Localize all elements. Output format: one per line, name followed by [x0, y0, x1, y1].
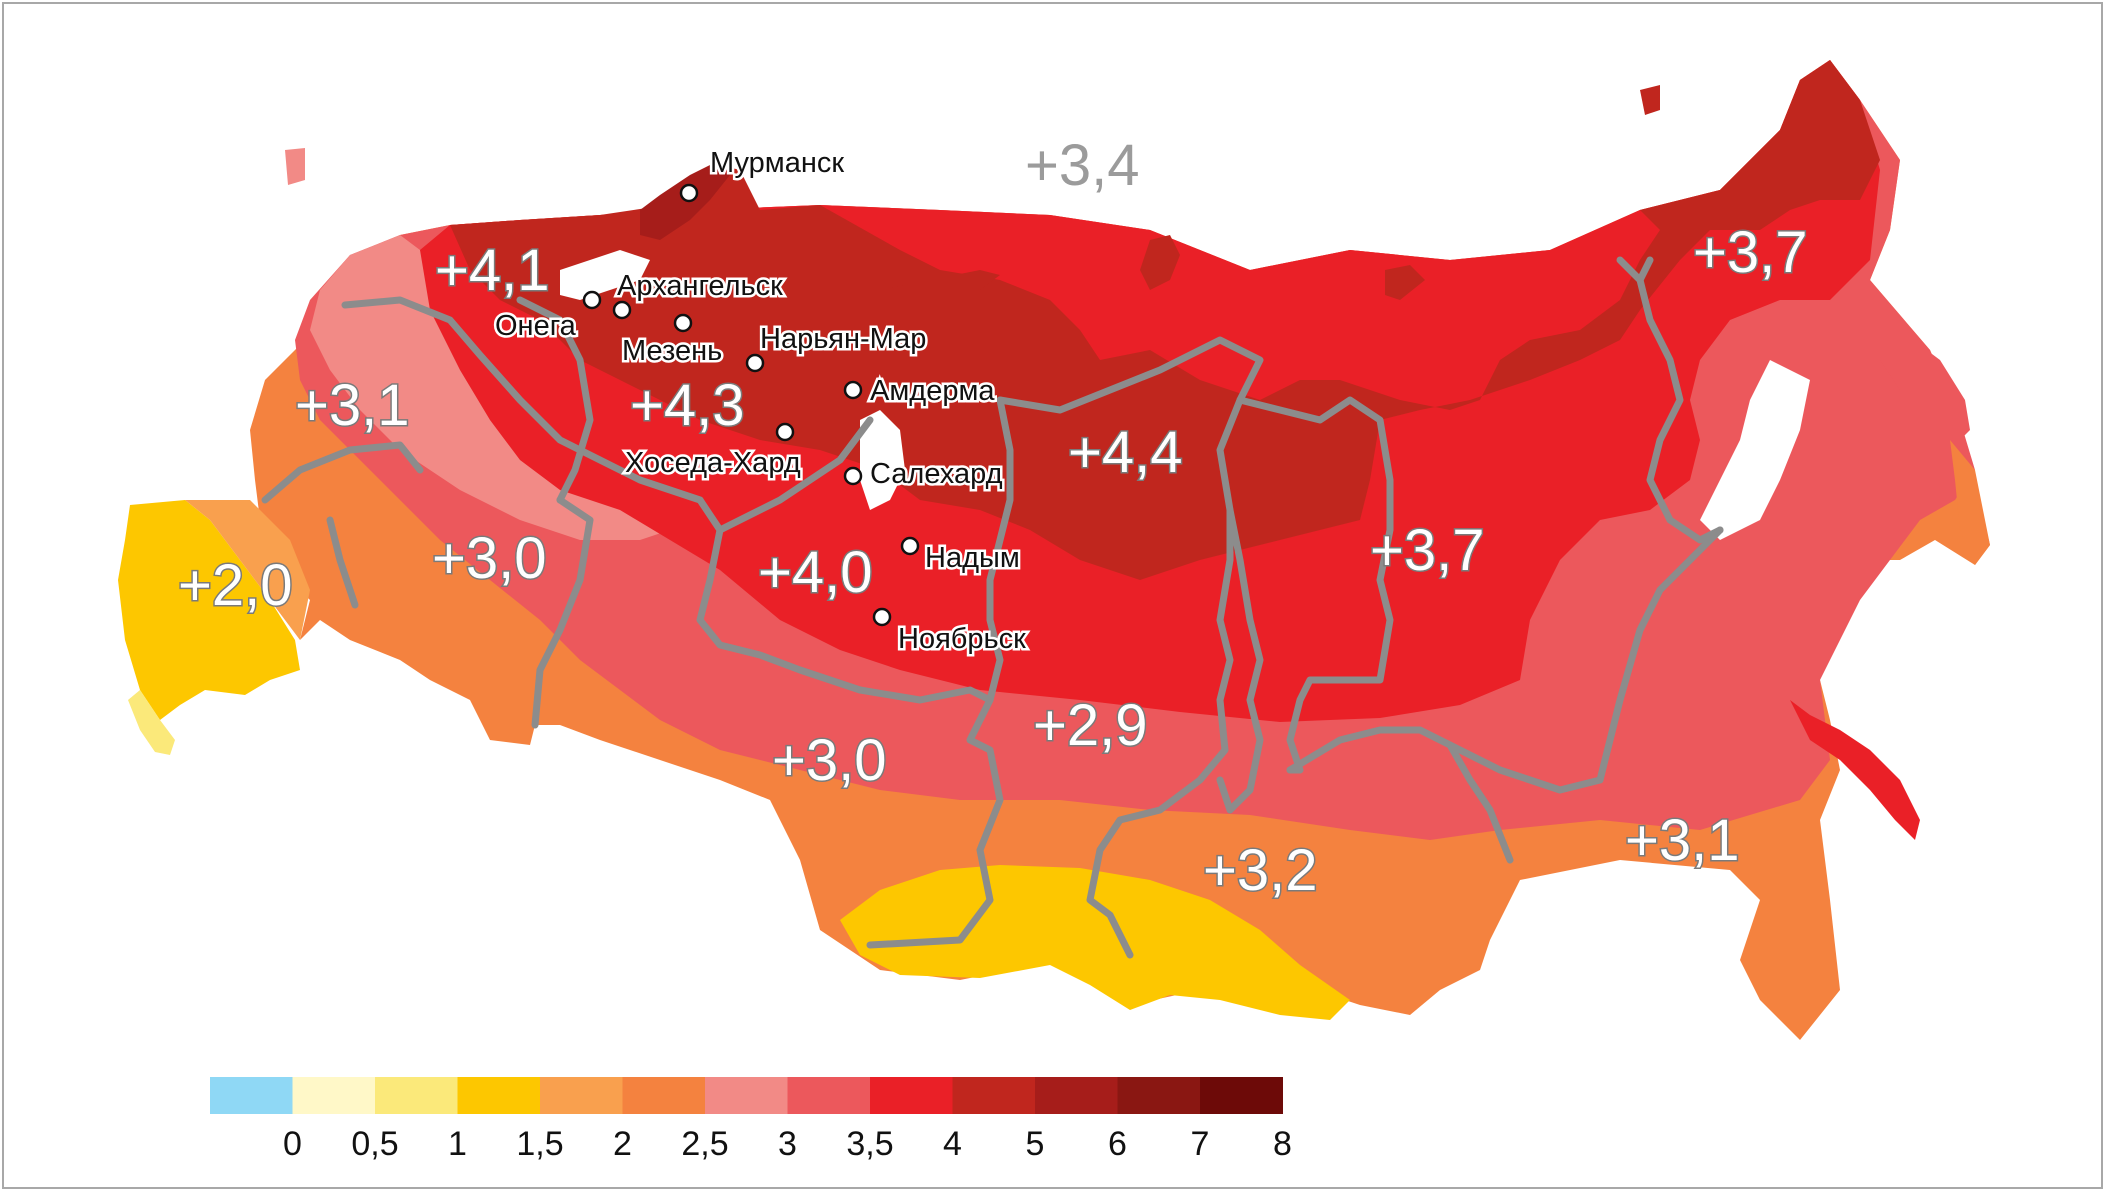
city-marker-arkhangelsk [612, 300, 632, 320]
city-label-naryan-mar: Нарьян-Мар [760, 323, 926, 355]
zone-4-5 [450, 60, 1880, 580]
region-value-yakutia: +3,7 [1370, 518, 1485, 583]
region-value-nw: +4,1 [435, 238, 550, 303]
zone-novaya-zemlya [840, 270, 1000, 320]
zone-2.5-3-west [310, 235, 700, 540]
region-value-siberia-south: +3,0 [772, 728, 887, 793]
region-value-baikal: +3,2 [1203, 838, 1318, 903]
zone-1.5-2-west [185, 500, 310, 640]
region-value-south: +2,0 [178, 553, 293, 618]
border-line-6 [696, 496, 864, 694]
legend-swatch [540, 1077, 623, 1114]
zone-kamchatka [1860, 310, 1970, 445]
region-value-west: +3,1 [295, 373, 410, 438]
city-marker-noyabrsk [872, 607, 892, 627]
region-value-siberia-central: +2,9 [1033, 693, 1148, 758]
legend-tick-label: 7 [1191, 1125, 1210, 1163]
city-label-salekhard: Салехард [870, 458, 1003, 490]
city-label-noyabrsk: Ноябрьск [898, 623, 1026, 655]
border-line-1 [341, 296, 704, 504]
city-label-amderma: Амдерма [870, 375, 995, 407]
legend-tick-label: 0 [283, 1125, 302, 1163]
legend-swatch [787, 1077, 871, 1114]
city-marker-nadym [900, 536, 920, 556]
city-marker-mezen [673, 313, 693, 333]
legend-tick-label: 4 [943, 1125, 962, 1163]
zone-5-6-kola [640, 165, 730, 240]
white-sea [560, 250, 650, 300]
legend-tick-label: 3,5 [846, 1125, 893, 1163]
region-value-urals: +4,0 [758, 540, 873, 605]
border-line-11 [1216, 506, 1264, 814]
zone-0.5-1 [128, 690, 175, 755]
city-marker-onega [582, 290, 602, 310]
zone-south-west [118, 500, 300, 720]
legend-tick-label: 2 [613, 1125, 632, 1163]
border-line-16 [1636, 256, 1654, 284]
region-value-taimyr: +4,4 [1068, 420, 1183, 485]
border-line-4 [516, 296, 594, 504]
border-line-2 [261, 441, 424, 504]
legend-swatch [705, 1077, 788, 1114]
border-line-12 [1236, 396, 1394, 774]
legend-swatch [870, 1077, 953, 1114]
border-line-5 [531, 496, 594, 729]
gulf-of-ob [860, 410, 905, 510]
sea-of-okhotsk [1700, 360, 1810, 540]
legend-swatch [375, 1077, 458, 1114]
legend-swatch [292, 1077, 376, 1114]
legend-swatch [622, 1077, 706, 1114]
zone-island-ne2 [1385, 265, 1425, 300]
legend-swatch [1200, 1077, 1283, 1114]
legend-tick-label: 5 [1026, 1125, 1045, 1163]
legend-tick-label: 2,5 [681, 1125, 728, 1163]
city-label-murmansk: Мурманск [710, 147, 844, 179]
legend-swatch [1035, 1077, 1118, 1114]
legend-swatch [457, 1077, 541, 1114]
border-line-7 [716, 416, 874, 534]
border-line-3 [326, 516, 359, 609]
zone-1-1.5 [840, 865, 1350, 1020]
legend-swatch [1117, 1077, 1201, 1114]
zone-island-far-north-west [285, 148, 305, 185]
border-line-8 [856, 686, 1004, 949]
zone-sakhalin [1790, 700, 1920, 840]
border-line-9 [986, 396, 1014, 704]
region-value-chukotka: +3,7 [1693, 220, 1808, 285]
border-line-13 [1286, 726, 1514, 864]
city-label-onega: Онега [495, 310, 577, 342]
border-line-15 [1616, 256, 1724, 544]
city-label-nadym: Надым [925, 542, 1020, 574]
legend-swatch [952, 1077, 1036, 1114]
city-label-mezen: Мезень [622, 335, 722, 367]
zone-kamchatka-tip [1950, 440, 1990, 565]
city-marker-murmansk [679, 183, 699, 203]
legend-tick-label: 1 [448, 1125, 467, 1163]
legend-tick-label: 3 [778, 1125, 797, 1163]
legend-tick-label: 8 [1273, 1125, 1292, 1163]
border-line-10 [996, 336, 1264, 959]
city-marker-naryan-mar [745, 353, 765, 373]
legend-tick-label: 6 [1108, 1125, 1127, 1163]
region-value-volga: +3,0 [432, 526, 547, 591]
legend-tick-label: 1,5 [516, 1125, 563, 1163]
city-marker-amderma [843, 380, 863, 400]
legend-swatch [210, 1077, 293, 1114]
city-label-arkhangelsk: Архангельск [617, 270, 783, 302]
city-marker-khoseda-khard [775, 422, 795, 442]
city-marker-salekhard [843, 466, 863, 486]
region-value-komi: +4,3 [630, 373, 745, 438]
zone-island-ne [1640, 85, 1660, 115]
sea-value-label: +3,4 [1025, 133, 1140, 198]
region-value-far-east: +3,1 [1625, 808, 1740, 873]
border-line-14 [1446, 526, 1724, 794]
zone-island-north [1140, 235, 1180, 290]
legend-tick-label: 0,5 [351, 1125, 398, 1163]
color-legend: 0 0,5 1 1,5 2 2,5 3 3,5 4 5 6 7 8 [210, 1077, 1292, 1163]
city-label-khoseda-khard: Хоседа-Хард [625, 447, 801, 479]
